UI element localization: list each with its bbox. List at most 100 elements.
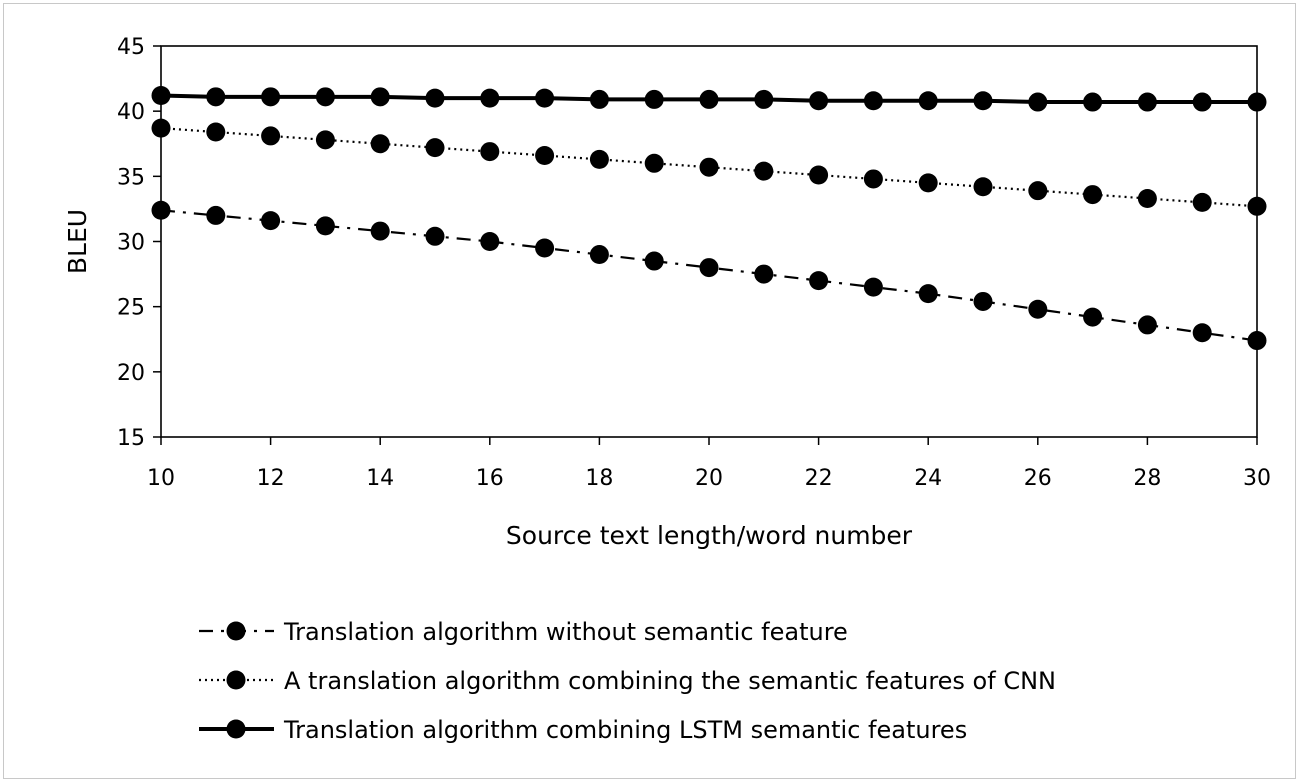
- legend-marker-2: [226, 719, 246, 739]
- series-group: [151, 86, 1267, 351]
- data-point-s1-4: [370, 134, 390, 154]
- data-point-s1-6: [480, 142, 500, 162]
- legend-marker-1: [226, 670, 246, 690]
- data-point-s1-8: [589, 149, 609, 169]
- y-tick-label-1: 20: [117, 361, 145, 386]
- series-0: [151, 200, 1267, 351]
- data-point-s1-10: [699, 157, 719, 177]
- x-tick-label-4: 18: [585, 466, 613, 491]
- y-tick-label-5: 40: [117, 100, 145, 125]
- data-point-s2-0: [151, 86, 171, 106]
- data-point-s0-13: [863, 277, 883, 297]
- data-point-s1-5: [425, 138, 445, 158]
- data-point-s1-15: [973, 177, 993, 197]
- data-point-s1-20: [1247, 196, 1267, 216]
- data-point-s2-11: [754, 89, 774, 109]
- data-point-s2-14: [918, 91, 938, 111]
- data-point-s0-0: [151, 200, 171, 220]
- chart-frame: 15 20 25 30 35 40 45 10 12 14 16 18 20 22 24 26 28 30 BL…: [3, 3, 1296, 779]
- data-point-s2-2: [261, 87, 281, 107]
- x-tick-label-2: 14: [366, 466, 394, 491]
- data-point-s0-12: [809, 271, 829, 291]
- y-tick-label-2: 25: [117, 296, 145, 321]
- data-point-s2-8: [589, 89, 609, 109]
- data-point-s2-1: [206, 87, 226, 107]
- data-point-s1-11: [754, 161, 774, 181]
- data-point-s0-5: [425, 226, 445, 246]
- data-point-s1-0: [151, 118, 171, 138]
- x-tick-label-0: 10: [147, 466, 175, 491]
- x-tick-label-9: 28: [1133, 466, 1161, 491]
- data-point-s2-5: [425, 88, 445, 108]
- data-point-s0-2: [261, 211, 281, 231]
- y-tick-label-0: 15: [117, 426, 145, 451]
- data-point-s0-11: [754, 264, 774, 284]
- legend-label-0: Translation algorithm without semantic f…: [283, 618, 848, 646]
- data-point-s0-6: [480, 232, 500, 251]
- data-point-s0-19: [1192, 323, 1212, 343]
- legend-label-2: Translation algorithm combining LSTM sem…: [283, 716, 967, 744]
- data-point-s2-20: [1247, 92, 1267, 112]
- x-tick-label-7: 24: [914, 466, 942, 491]
- data-point-s1-17: [1083, 185, 1103, 205]
- data-point-s1-13: [863, 169, 883, 189]
- data-point-s2-10: [699, 89, 719, 109]
- data-point-s0-9: [644, 251, 664, 271]
- y-axis-title: BLEU: [63, 209, 92, 274]
- x-axis-ticks: 10 12 14 16 18 20 22 24 26 28 30: [147, 437, 1271, 491]
- line-chart: 15 20 25 30 35 40 45 10 12 14 16 18 20 22 24 26 28 30 BL…: [63, 35, 1271, 744]
- data-point-s0-4: [370, 221, 390, 241]
- legend-entry-0: Translation algorithm without semantic f…: [199, 618, 848, 646]
- data-point-s2-4: [370, 87, 390, 107]
- data-point-s2-6: [480, 88, 500, 108]
- data-point-s0-8: [589, 245, 609, 265]
- data-point-s2-7: [535, 88, 555, 108]
- data-point-s2-17: [1083, 92, 1103, 112]
- legend: Translation algorithm without semantic f…: [199, 618, 1056, 744]
- x-tick-label-8: 26: [1024, 466, 1052, 491]
- data-point-s1-1: [206, 122, 226, 142]
- data-point-s2-18: [1137, 92, 1157, 112]
- data-point-s0-17: [1083, 307, 1103, 327]
- data-point-s0-1: [206, 205, 226, 225]
- data-point-s0-16: [1028, 299, 1048, 319]
- data-point-s1-14: [918, 173, 938, 193]
- data-point-s0-10: [699, 258, 719, 278]
- data-point-s2-12: [809, 91, 829, 111]
- data-point-s2-9: [644, 89, 664, 109]
- data-point-s1-18: [1137, 188, 1157, 208]
- y-tick-label-4: 35: [117, 165, 145, 190]
- x-tick-label-5: 20: [695, 466, 723, 491]
- data-point-s1-3: [315, 130, 335, 150]
- series-2: [151, 86, 1267, 112]
- legend-entry-2: Translation algorithm combining LSTM sem…: [199, 716, 967, 744]
- data-point-s0-7: [535, 238, 555, 258]
- legend-label-1: A translation algorithm combining the se…: [284, 667, 1056, 695]
- data-point-s2-16: [1028, 92, 1048, 112]
- data-point-s0-15: [973, 291, 993, 311]
- data-point-s1-19: [1192, 192, 1212, 212]
- x-tick-label-1: 12: [257, 466, 285, 491]
- data-point-s2-13: [863, 91, 883, 111]
- y-tick-label-3: 30: [117, 231, 145, 256]
- data-point-s0-14: [918, 284, 938, 304]
- data-point-s1-2: [261, 126, 281, 146]
- data-point-s0-18: [1137, 315, 1157, 335]
- data-point-s1-7: [535, 145, 555, 165]
- x-axis-title: Source text length/word number: [506, 521, 913, 550]
- data-point-s1-12: [809, 165, 829, 185]
- x-tick-label-10: 30: [1243, 466, 1271, 491]
- x-tick-label-6: 22: [805, 466, 833, 491]
- data-point-s1-16: [1028, 181, 1048, 201]
- series-1: [151, 118, 1267, 216]
- data-point-s0-3: [315, 216, 335, 236]
- y-axis-ticks: 15 20 25 30 35 40 45: [117, 35, 161, 451]
- legend-entry-1: A translation algorithm combining the se…: [199, 667, 1056, 695]
- y-tick-label-6: 45: [117, 35, 145, 60]
- data-point-s1-9: [644, 153, 664, 173]
- data-point-s2-3: [315, 87, 335, 107]
- data-point-s2-19: [1192, 92, 1212, 112]
- data-point-s0-20: [1247, 331, 1267, 351]
- data-point-s2-15: [973, 91, 993, 111]
- legend-marker-0: [226, 621, 246, 641]
